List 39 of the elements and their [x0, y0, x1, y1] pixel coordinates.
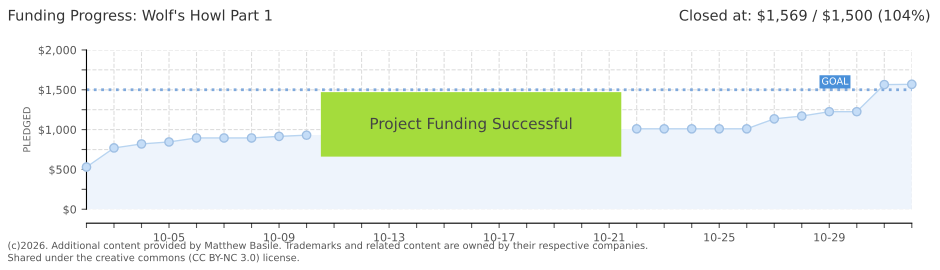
- point: [136, 139, 146, 149]
- point: [246, 133, 256, 143]
- point: [82, 162, 92, 172]
- x-tick-label: 10-13: [374, 233, 404, 242]
- point: [796, 111, 807, 121]
- point: [879, 80, 890, 90]
- x-tick-label: 10-25: [704, 233, 734, 242]
- y-tick-label: $0: [64, 205, 76, 216]
- x-tick-label: 10-09: [264, 233, 294, 242]
- y-tick-label: $500: [49, 165, 76, 176]
- point: [742, 124, 752, 134]
- point: [192, 133, 202, 143]
- ref-line-label: GOAL: [822, 77, 848, 85]
- point: [714, 124, 724, 134]
- point: [219, 133, 229, 143]
- point: [659, 124, 670, 134]
- point: [109, 143, 119, 153]
- x-tick-label: 10-29: [814, 233, 845, 242]
- chart-title: Funding Progress: Wolf's Howl Part 1: [8, 9, 272, 24]
- point: [769, 114, 780, 124]
- point: [274, 132, 284, 142]
- point: [164, 137, 174, 147]
- chart-subtitle: Closed at: $1,569 / $1,500 (104%): [680, 9, 930, 23]
- text: (c)2026. Additional content provided by Matthew Basile. Trademarks and related content are owned by their respective companies.: [8, 242, 648, 251]
- x-tick-label: 10-17: [484, 233, 514, 242]
- point: [906, 79, 917, 90]
- text: Shared under the creative commons (CC BY-NC 3.0) license.: [8, 254, 299, 262]
- y-tick-label: $1,000: [38, 125, 76, 136]
- x-tick-label: 10-05: [154, 233, 184, 242]
- y-tick-label: $2,000: [38, 46, 76, 56]
- point: [824, 106, 834, 117]
- point: [852, 106, 862, 117]
- y-tick-label: $1,500: [38, 86, 76, 96]
- point: [632, 124, 642, 134]
- annotation: Project Funding Successful: [370, 117, 572, 132]
- y-axis-title: PLEDGED: [23, 107, 30, 152]
- point: [302, 130, 312, 140]
- point: [686, 124, 697, 134]
- x-tick-label: 10-21: [594, 233, 624, 242]
